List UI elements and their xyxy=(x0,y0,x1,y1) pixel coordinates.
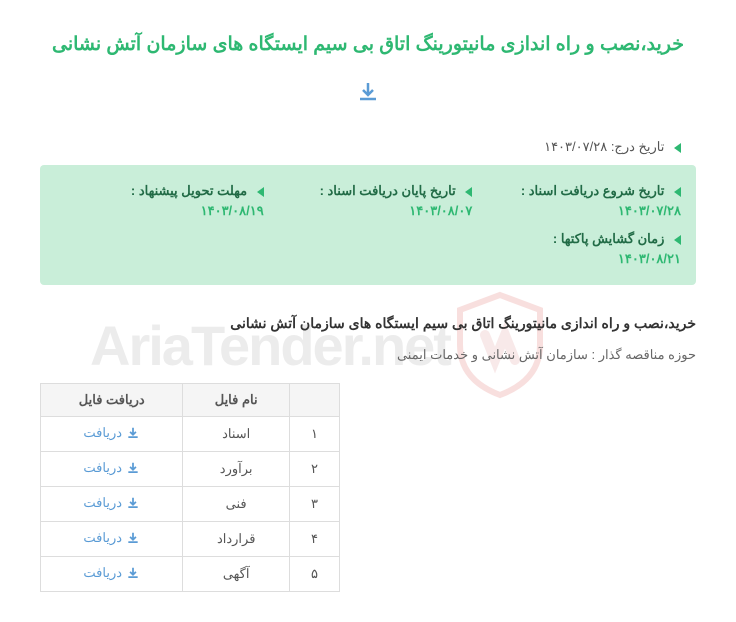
date-start: تاریخ شروع دریافت اسناد : ۱۴۰۳/۰۷/۲۸ xyxy=(472,177,681,225)
subtitle: خرید،نصب و راه اندازی مانیتورینگ اتاق بی… xyxy=(40,315,696,332)
cell-num: ۳ xyxy=(289,487,339,522)
files-table: نام فایل دریافت فایل ۱اسناددریافت۲برآورد… xyxy=(40,383,340,592)
date-label: تاریخ شروع دریافت اسناد : xyxy=(521,183,665,198)
table-row: ۱اسناد دریافت xyxy=(41,417,340,452)
cell-name: قرارداد xyxy=(183,522,289,557)
table-header-row: نام فایل دریافت فایل xyxy=(41,384,340,417)
org-label: حوزه مناقصه گذار : xyxy=(592,347,697,362)
org-line: حوزه مناقصه گذار : سازمان آتش نشانی و خد… xyxy=(40,347,696,363)
bullet-icon xyxy=(257,187,264,197)
cell-name: برآورد xyxy=(183,452,289,487)
date-label: زمان گشایش پاکتها : xyxy=(553,231,665,246)
download-link[interactable]: دریافت xyxy=(83,565,140,581)
col-name: نام فایل xyxy=(183,384,289,417)
date-value: ۱۴۰۳/۰۸/۱۹ xyxy=(55,203,264,219)
cell-num: ۲ xyxy=(289,452,339,487)
col-download: دریافت فایل xyxy=(41,384,183,417)
cell-download: دریافت xyxy=(41,487,183,522)
cell-download: دریافت xyxy=(41,522,183,557)
download-link[interactable]: دریافت xyxy=(83,495,140,511)
cell-num: ۵ xyxy=(289,557,339,592)
cell-name: اسناد xyxy=(183,417,289,452)
date-end: تاریخ پایان دریافت اسناد : ۱۴۰۳/۰۸/۰۷ xyxy=(264,177,473,225)
date-label: تاریخ پایان دریافت اسناد : xyxy=(320,183,456,198)
cell-num: ۴ xyxy=(289,522,339,557)
date-value: ۱۴۰۳/۰۸/۲۱ xyxy=(472,251,681,267)
date-opening: زمان گشایش پاکتها : ۱۴۰۳/۰۸/۲۱ xyxy=(472,225,681,273)
org-value: سازمان آتش نشانی و خدمات ایمنی xyxy=(397,347,588,362)
post-date-value: ۱۴۰۳/۰۷/۲۸ xyxy=(544,139,607,154)
col-num xyxy=(289,384,339,417)
dates-box: تاریخ شروع دریافت اسناد : ۱۴۰۳/۰۷/۲۸ تار… xyxy=(40,165,696,285)
download-link[interactable]: دریافت xyxy=(83,460,140,476)
bullet-icon xyxy=(674,235,681,245)
download-link[interactable]: دریافت xyxy=(83,530,140,546)
post-date-label: تاریخ درج: xyxy=(611,139,665,154)
table-row: ۳فنی دریافت xyxy=(41,487,340,522)
table-row: ۵آگهی دریافت xyxy=(41,557,340,592)
date-value: ۱۴۰۳/۰۷/۲۸ xyxy=(472,203,681,219)
bullet-icon xyxy=(674,143,681,153)
bullet-icon xyxy=(465,187,472,197)
table-row: ۴قرارداد دریافت xyxy=(41,522,340,557)
table-row: ۲برآورد دریافت xyxy=(41,452,340,487)
cell-download: دریافت xyxy=(41,557,183,592)
post-date: تاریخ درج: ۱۴۰۳/۰۷/۲۸ xyxy=(40,139,696,155)
date-deadline: مهلت تحویل پیشنهاد : ۱۴۰۳/۰۸/۱۹ xyxy=(55,177,264,225)
date-value: ۱۴۰۳/۰۸/۰۷ xyxy=(264,203,473,219)
cell-download: دریافت xyxy=(41,417,183,452)
cell-name: فنی xyxy=(183,487,289,522)
download-top-icon[interactable] xyxy=(40,80,696,109)
cell-name: آگهی xyxy=(183,557,289,592)
cell-num: ۱ xyxy=(289,417,339,452)
bullet-icon xyxy=(674,187,681,197)
page-title: خرید،نصب و راه اندازی مانیتورینگ اتاق بی… xyxy=(40,30,696,60)
download-link[interactable]: دریافت xyxy=(83,425,140,441)
cell-download: دریافت xyxy=(41,452,183,487)
date-label: مهلت تحویل پیشنهاد : xyxy=(131,183,247,198)
